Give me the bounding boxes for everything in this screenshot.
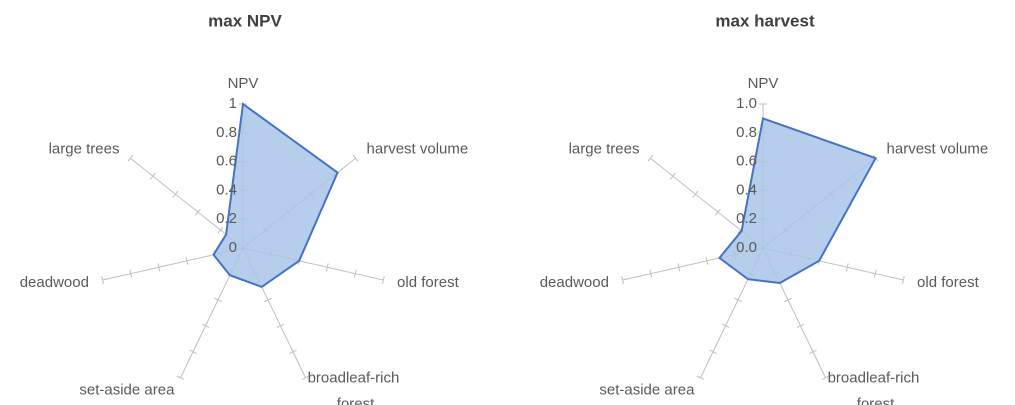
r-tick-label: 1 xyxy=(229,95,237,112)
category-label: harvest volume xyxy=(887,140,989,157)
tick-mark xyxy=(696,375,705,380)
category-label: set-aside area xyxy=(79,381,175,398)
tick-mark xyxy=(172,190,179,198)
tick-mark xyxy=(129,269,133,278)
tick-mark xyxy=(301,375,310,380)
tick-mark xyxy=(150,172,156,180)
r-tick-label: 0.8 xyxy=(216,124,237,141)
tick-mark xyxy=(902,276,905,285)
data-area xyxy=(718,117,878,285)
tick-mark xyxy=(382,276,385,285)
r-tick-label: 0.8 xyxy=(736,124,757,141)
category-label: NPV xyxy=(228,75,259,92)
r-tick-label: 0.0 xyxy=(736,239,757,256)
tick-mark xyxy=(734,297,742,303)
category-label: harvest volume xyxy=(367,140,469,157)
label-line: forest xyxy=(857,395,895,405)
r-tick-label: 1.0 xyxy=(736,95,757,112)
label-line: forest xyxy=(337,395,375,405)
tick-mark xyxy=(692,190,699,198)
category-label: old forest xyxy=(917,274,980,291)
axis-line xyxy=(130,157,244,249)
tick-mark xyxy=(677,263,681,272)
r-tick-label: 0.4 xyxy=(736,181,757,198)
r-tick-label: 0.2 xyxy=(216,210,237,227)
tick-mark xyxy=(201,323,210,329)
tick-mark xyxy=(189,349,197,354)
chart-title: max harvest xyxy=(715,11,815,30)
category-label: NPV xyxy=(748,75,779,92)
r-tick-label: 0.2 xyxy=(736,210,757,227)
r-tick-label: 0.6 xyxy=(216,153,237,170)
tick-mark xyxy=(715,208,721,216)
category-label: large trees xyxy=(49,140,120,157)
tick-mark xyxy=(796,323,805,329)
tick-mark xyxy=(157,263,161,272)
tick-mark xyxy=(101,276,104,285)
label-line: broadleaf-rich xyxy=(308,369,404,386)
tick-mark xyxy=(276,323,285,329)
r-tick-label: 0.6 xyxy=(736,153,757,170)
tick-mark xyxy=(621,276,624,285)
category-label: deadwood xyxy=(540,274,609,291)
tick-mark xyxy=(821,375,830,380)
tick-mark xyxy=(809,349,817,354)
tick-mark xyxy=(264,297,272,303)
r-tick-label: 0.4 xyxy=(216,181,237,198)
tick-mark xyxy=(214,297,222,303)
data-area xyxy=(212,102,339,289)
label-line: broadleaf-rich xyxy=(828,369,924,386)
tick-mark xyxy=(649,269,653,278)
tick-mark xyxy=(352,154,359,162)
tick-mark xyxy=(873,269,877,278)
category-label: old forest xyxy=(397,274,460,291)
r-tick-label: 0 xyxy=(229,239,237,256)
tick-mark xyxy=(705,256,709,265)
tick-mark xyxy=(176,375,185,380)
tick-mark xyxy=(709,349,717,354)
category-label: set-aside area xyxy=(599,381,695,398)
category-label: deadwood xyxy=(20,274,89,291)
tick-mark xyxy=(353,269,357,278)
tick-mark xyxy=(289,349,297,354)
category-label: broadleaf-rich forest xyxy=(828,369,924,405)
tick-mark xyxy=(670,172,676,180)
chart-title: max NPV xyxy=(208,11,282,30)
category-label: large trees xyxy=(569,140,640,157)
tick-mark xyxy=(325,263,329,272)
tick-mark xyxy=(217,226,224,234)
tick-mark xyxy=(127,154,134,162)
tick-mark xyxy=(647,154,654,162)
tick-mark xyxy=(185,256,189,265)
tick-mark xyxy=(845,263,849,272)
tick-mark xyxy=(195,208,201,216)
tick-mark xyxy=(784,297,792,303)
tick-mark xyxy=(721,323,730,329)
category-label: broadleaf-rich forest xyxy=(308,369,404,405)
